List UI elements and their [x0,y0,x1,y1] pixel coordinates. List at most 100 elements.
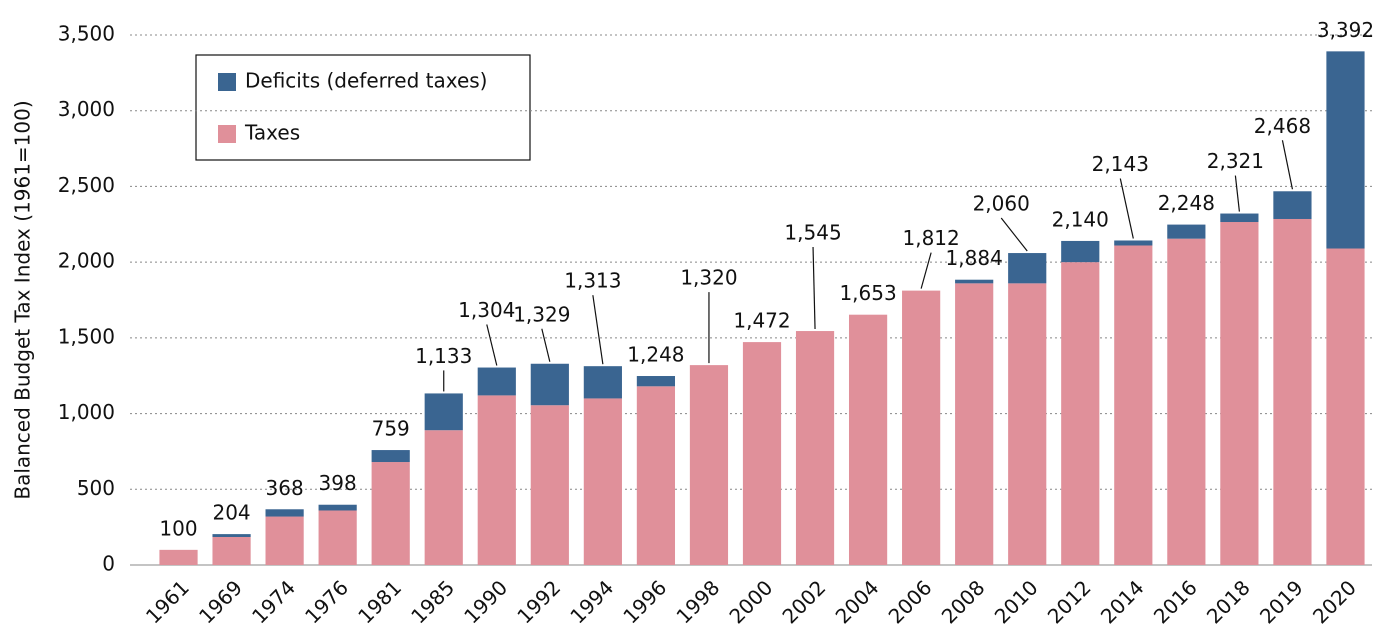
bar-segment [530,363,569,406]
x-tick-label: 2019 [1255,575,1308,628]
leader-line [1281,140,1294,190]
x-tick-label: 2018 [1202,575,1255,628]
bar-segment [1326,248,1365,565]
bar-segment [742,342,782,565]
total-label: 1,304 [458,298,515,322]
x-tick-label: 2010 [990,575,1043,628]
x-tick-label: 1969 [194,575,247,628]
leader-line [592,295,604,365]
total-label: 2,060 [973,192,1030,216]
x-tick-label: 1990 [459,575,512,628]
bar-segment [583,366,622,399]
bar-segment [1114,245,1153,565]
legend-box [195,54,531,161]
legend-label: Deficits (deferred taxes) [245,69,487,93]
bar-segment [1167,224,1206,239]
x-tick-label: 2008 [937,575,990,628]
total-label: 398 [319,471,357,495]
total-label: 1,884 [946,246,1003,270]
bar-segment [530,405,569,565]
x-tick-label: 2002 [778,575,831,628]
leader-line [812,247,816,330]
total-label: 1,653 [839,281,896,305]
total-label: 1,133 [415,344,472,368]
total-label: 204 [212,501,250,525]
x-tick-label: 1976 [300,575,353,628]
total-label: 1,248 [627,343,684,367]
bar-segment [477,395,516,565]
total-label: 2,321 [1207,149,1264,173]
total-label: 100 [159,516,197,540]
leader-line [541,328,551,362]
bar-segment [955,283,994,565]
total-label: 1,812 [902,226,959,250]
bar-segment [902,290,941,565]
leader-line [920,252,932,289]
x-tick-label: 2004 [831,575,884,628]
bar-segment [318,504,357,511]
x-tick-label: 1998 [671,575,724,628]
total-label: 759 [372,417,410,441]
y-tick-label: 500 [77,476,115,500]
y-tick-label: 0 [102,552,115,576]
bar-segment [477,367,516,396]
bar-segment [955,279,994,284]
bar-segment [1220,222,1259,565]
x-tick-label: 1974 [247,575,300,628]
x-tick-label: 1985 [406,575,459,628]
bar-segment [848,314,888,565]
y-tick-label: 1,000 [58,400,115,424]
bar-segment [318,510,357,565]
total-label: 368 [266,476,304,500]
x-tick-label: 1981 [353,575,406,628]
total-label: 2,143 [1092,152,1149,176]
bar-segment [636,376,676,387]
bar-segment [159,549,198,565]
bar-segment [795,331,835,565]
total-label: 2,468 [1254,114,1311,138]
x-tick-label: 1996 [618,575,671,628]
x-tick-label: 2012 [1043,575,1096,628]
y-tick-label: 3,000 [58,97,115,121]
bar-segment [424,393,463,431]
bar-segment [1326,51,1365,249]
total-label: 2,140 [1052,207,1109,231]
total-label: 1,545 [784,221,841,245]
bar-segment [1061,262,1100,565]
bar-segment [265,516,304,565]
x-tick-label: 2014 [1096,575,1149,628]
x-tick-label: 2000 [724,575,777,628]
leader-line [1234,175,1240,212]
bar-segment [265,509,304,517]
legend-swatch [218,125,236,143]
leader-line [1119,178,1134,239]
y-tick-label: 2,000 [58,249,115,273]
bar-segment [1114,240,1153,246]
total-label: 1,320 [680,266,737,290]
x-tick-label: 2016 [1149,575,1202,628]
legend-swatch [218,73,236,91]
y-axis-label: Balanced Budget Tax Index (1961=100) [11,100,35,499]
bar-segment [371,450,410,463]
bar-segment [212,536,251,565]
bar-segment [1273,218,1312,565]
bar-segment [1273,191,1312,219]
total-label: 3,392 [1317,18,1374,42]
x-tick-label: 2020 [1308,575,1361,628]
x-tick-label: 1992 [512,575,565,628]
y-tick-label: 1,500 [58,324,115,348]
x-tick-label: 2006 [884,575,937,628]
bar-segment [1008,283,1047,565]
bar-segment [424,430,463,565]
bar-segment [371,462,410,565]
bar-segment [583,398,622,565]
bar-segment [636,386,676,565]
y-tick-label: 2,500 [58,173,115,197]
total-label: 1,329 [513,302,570,326]
bar-segment [1167,238,1206,565]
y-tick-label: 3,500 [58,22,115,46]
bar-segment [689,365,729,565]
leader-line [486,324,498,366]
leader-line [1000,217,1028,252]
